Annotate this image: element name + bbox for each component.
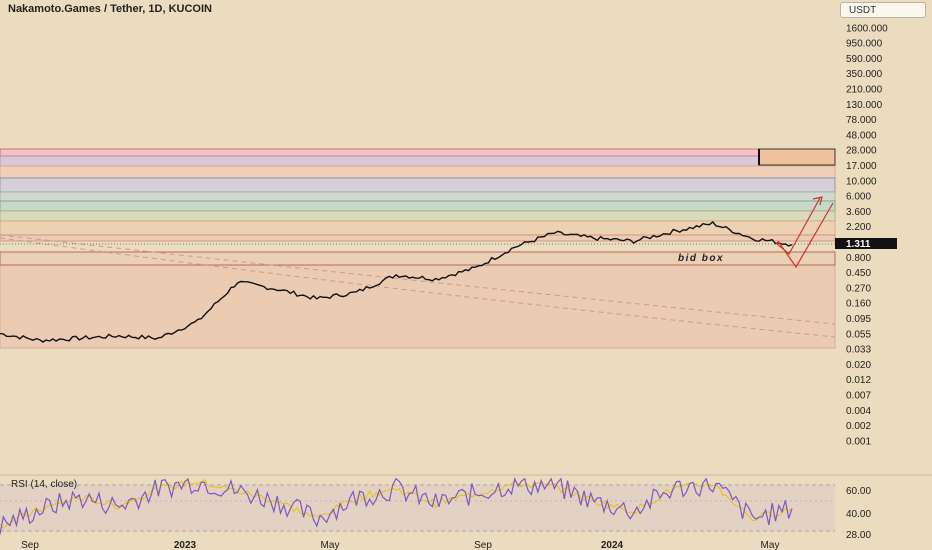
price-tick-label: 17.000 [846,161,877,172]
zone-28-48 [0,148,836,157]
price-tick-label: 78.000 [846,115,877,126]
price-tick-label: 0.002 [846,421,871,432]
zone-6 [0,200,836,212]
price-tick-label: 210.000 [846,85,883,96]
zone-4 [0,210,836,222]
arrow-head-icon [812,196,823,206]
price-tick-label: 0.020 [846,360,871,371]
time-tick-label: Sep [474,540,492,550]
price-tick-label: 0.160 [846,299,871,310]
trend-line-lower [0,237,836,338]
last-price-badge [835,238,897,249]
time-axis[interactable]: Sep 2023 May Sep 2024 May [21,540,779,550]
bid-box-annotation: bid box [678,253,724,264]
time-tick-label: Sep [21,540,39,550]
zone-8 [0,191,836,202]
target-box [758,148,836,166]
price-tick-label: 48.000 [846,130,877,141]
price-tick-label: 0.095 [846,314,871,325]
price-tick-label: 0.055 [846,329,871,340]
resistance-zones [0,148,836,349]
price-series-line [0,221,793,343]
zone-3 [0,220,836,236]
time-tick-label: 2023 [174,540,197,550]
trend-line-upper [0,234,836,325]
support-zone [0,264,836,349]
price-axis[interactable]: 2600.0001600.000950.000590.000350.000210… [846,8,888,447]
rsi-series-line [0,476,793,535]
trend-lines [0,234,836,338]
price-tick-label: 1600.000 [846,23,888,34]
rsi-tick-label: 28.00 [846,530,871,541]
price-tick-label: 0.004 [846,406,871,417]
time-tick-label: May [761,540,780,550]
bid-box [0,251,836,266]
rsi-tick-label: 60.00 [846,486,871,497]
price-tick-label: 0.001 [846,436,871,447]
price-tick-label: 0.007 [846,391,871,402]
price-tick-label: 6.000 [846,192,871,203]
rsi-indicator-label[interactable]: RSI (14, close) [11,479,78,490]
price-tick-label: 2.200 [846,222,871,233]
rsi-axis[interactable]: 60.00 40.00 28.00 [846,486,871,541]
price-tick-label: 28.000 [846,146,877,157]
price-tick-label: 10.000 [846,176,877,187]
price-tick-label: 0.800 [846,253,871,264]
zone-12-17 [0,165,836,179]
rsi-tick-label: 40.00 [846,509,871,520]
price-tick-label: 0.270 [846,283,871,294]
price-tick-label: 950.000 [846,39,883,50]
projection-arrow [775,196,834,269]
price-tick-label: 130.000 [846,100,883,111]
chart-title: Nakamoto.Games / Tether, 1D, KUCOIN [8,3,212,15]
time-tick-label: May [321,540,340,550]
price-tick-label: 590.000 [846,54,883,65]
price-tick-label: 3.600 [846,207,871,218]
zone-2 [0,234,836,242]
price-tick-label: 0.012 [846,375,871,386]
projection-path-inner [775,197,821,255]
price-tick-label: 0.033 [846,345,871,356]
currency-selector[interactable]: USDT [840,2,926,18]
last-price-label: 1.311 [846,239,871,250]
time-tick-label: 2024 [601,540,624,550]
zone-10 [0,177,836,193]
price-tick-label: 0.450 [846,268,871,279]
price-tick-label: 350.000 [846,69,883,80]
zone-17-28 [0,155,836,167]
